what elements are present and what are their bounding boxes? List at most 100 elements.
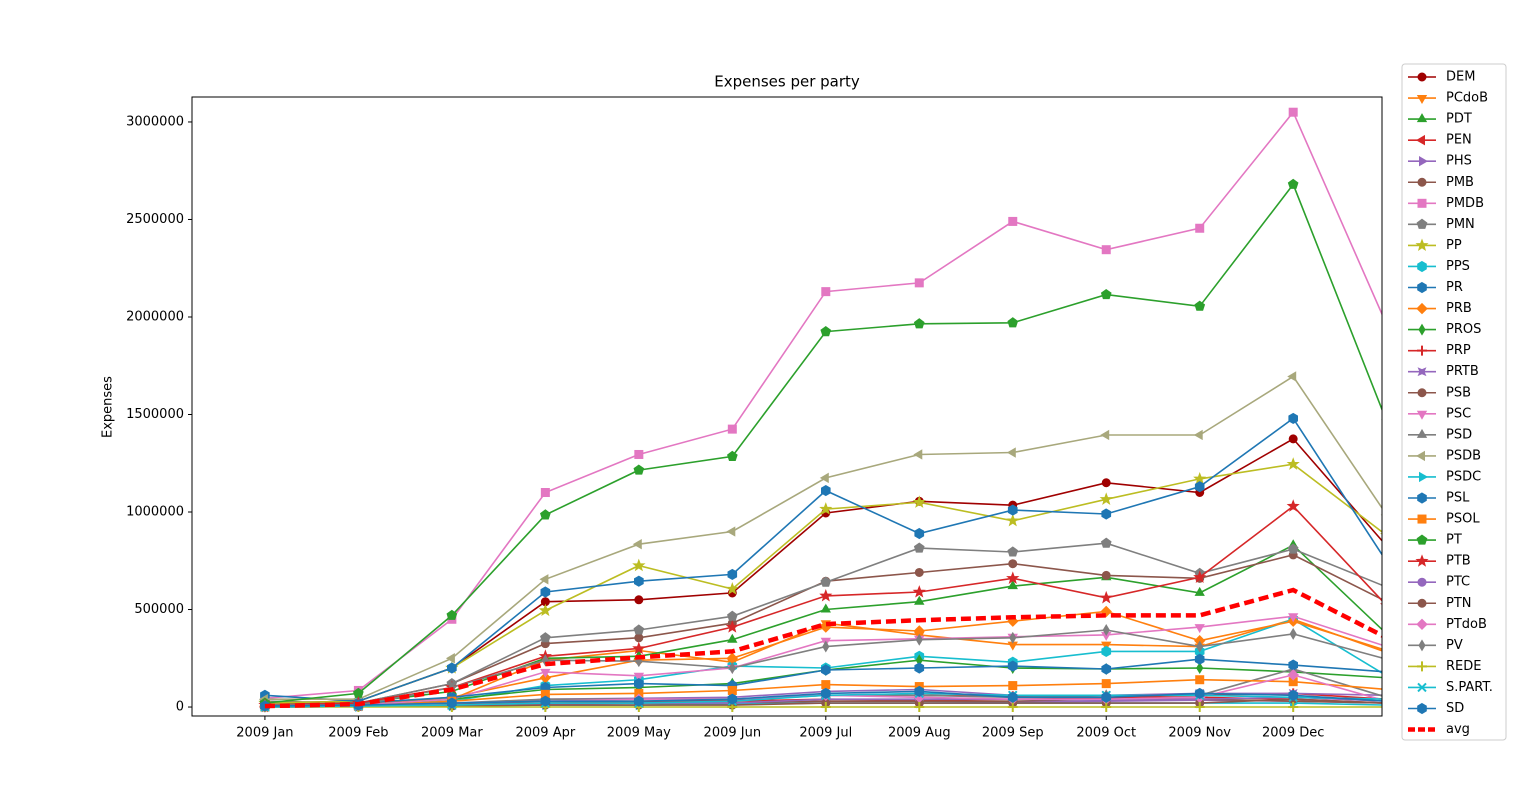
marker [1288,107,1298,117]
marker [1008,681,1018,691]
y-tick-label: 500000 [134,602,184,617]
x-tick-label: 2009 May [607,726,671,741]
marker [1417,260,1427,273]
legend-label: PSDC [1446,469,1481,484]
marker [819,472,829,484]
marker [725,620,739,633]
marker [1287,371,1297,382]
legend-label: PRB [1446,301,1472,316]
marker [821,680,831,690]
marker [727,424,737,434]
legend-label: PCdoB [1446,91,1488,106]
marker [1416,113,1428,123]
legend-label: PHS [1446,154,1472,169]
legend-label: PR [1446,280,1463,295]
marker [1100,429,1110,441]
marker [1100,537,1112,548]
legend-label: PTC [1446,575,1470,590]
y-axis-label: Expenses [101,376,116,438]
marker [1417,72,1427,82]
marker [726,526,736,537]
legend-label: PSD [1446,427,1472,442]
marker [1288,434,1298,444]
marker [1194,300,1206,311]
plot-area [258,107,1382,713]
marker [913,318,925,329]
marker [539,574,549,585]
marker [445,653,455,664]
marker [1101,245,1111,255]
marker [1101,570,1111,580]
marker [634,633,644,643]
marker [1101,663,1112,675]
marker [633,624,645,635]
marker [540,586,551,598]
marker [728,662,736,674]
marker [1416,618,1428,631]
marker [1194,687,1205,699]
marker [1101,645,1112,657]
legend-label: PV [1446,638,1463,653]
x-tick-label: 2009 Mar [421,726,483,741]
y-tick-label: 0 [176,700,184,715]
marker [633,464,645,475]
legend-label: DEM [1446,70,1475,85]
marker [1419,156,1429,167]
marker [725,582,739,595]
marker [1416,302,1428,315]
marker [1415,450,1425,462]
marker [1101,478,1111,488]
marker [727,568,738,580]
marker [1006,447,1016,458]
legend-label: PROS [1446,322,1481,337]
marker [1418,639,1426,652]
marker [1288,702,1299,713]
marker [1286,457,1300,470]
marker [820,702,831,713]
marker [821,485,831,497]
marker [447,662,457,674]
legend-label: PMN [1446,217,1475,232]
marker [1288,659,1298,671]
marker [914,527,925,540]
marker [634,695,644,707]
marker [1006,513,1020,527]
marker [1288,689,1298,701]
marker [1417,345,1427,356]
marker [1194,624,1205,634]
marker [1417,388,1427,398]
marker [1416,534,1428,545]
marker [914,702,925,713]
legend-label: PSC [1446,406,1471,421]
marker [1287,543,1299,554]
marker [822,640,830,653]
marker [914,685,925,697]
marker [1416,134,1425,146]
marker [912,585,926,598]
series-line [264,587,1382,709]
marker [540,695,551,707]
marker [540,668,551,678]
x-tick-label: 2009 Nov [1168,726,1231,741]
legend-label: PTB [1446,554,1471,569]
marker [914,662,925,674]
legend-label: PTdoB [1446,617,1487,632]
marker [1101,691,1112,703]
marker [634,449,644,459]
y-tick-label: 2000000 [126,309,184,324]
marker [1007,580,1018,590]
marker [1417,198,1427,208]
marker [446,609,458,620]
marker [1417,367,1427,377]
marker [1417,682,1427,693]
marker [913,542,925,553]
marker [1417,177,1427,187]
plot-frame [191,96,1383,717]
marker [1196,662,1204,674]
chart-title: Expenses per party [714,73,860,91]
y-tick-label: 3000000 [126,114,184,129]
marker [1194,653,1205,665]
marker [540,488,550,498]
